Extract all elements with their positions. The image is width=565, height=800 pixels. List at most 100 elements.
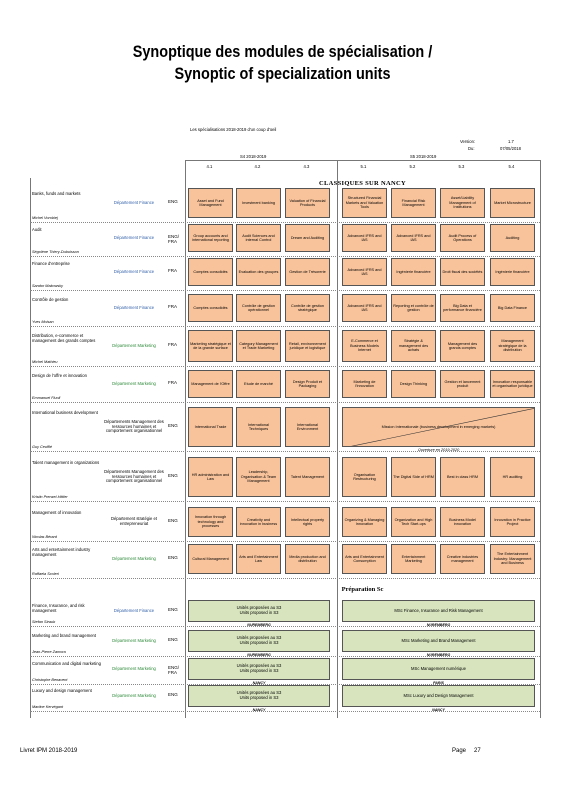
department: Département Finance <box>113 268 155 274</box>
coordinator: Stefan Straub <box>32 620 56 624</box>
row-separator <box>30 684 540 685</box>
module-cell: Contrôle de gestion opérationnel <box>236 294 281 322</box>
block-line: Units proposed in S3 <box>239 668 279 673</box>
department: Département Marketing <box>112 555 156 561</box>
department: Départements Management des ressources h… <box>104 418 164 434</box>
module-cell: Audit Sciences and internal Control <box>236 224 281 252</box>
module-cell: Arts and Entertainment Law <box>236 544 281 574</box>
language: ENG <box>168 473 178 478</box>
module-cell: Management des grands comptes <box>440 330 485 362</box>
page-label: Page <box>452 748 467 754</box>
column-code: 5.3 <box>458 164 465 169</box>
coordinator: Michel Mathieu <box>32 360 58 364</box>
department: Départements Management des ressources h… <box>104 468 164 484</box>
module-cell: Media production and distribution <box>285 544 330 574</box>
module-cell: Marketing de l'innovation <box>342 370 387 398</box>
module-block: Mission Internationale (business develop… <box>342 407 535 447</box>
row-separator <box>30 222 540 223</box>
row-separator <box>30 366 540 367</box>
module-block: Unités proposées au S3 Units proposed in … <box>188 600 330 622</box>
module-cell: Advanced IFRS and IAS <box>342 258 387 286</box>
module-cell: HR administration and Law <box>188 457 233 497</box>
language: FRA <box>168 268 177 273</box>
language: ENG <box>168 692 178 697</box>
column-code: 5.2 <box>409 164 416 169</box>
title-fr: Synoptique des modules de spécialisation… <box>132 42 433 61</box>
language: FRA <box>168 342 177 347</box>
city: NUREMBERG <box>426 622 451 627</box>
module-cell: Group accounts and international reporti… <box>188 224 233 252</box>
module-cell: Innovation in Practice Project <box>490 507 535 537</box>
module-cell: Contrôle de gestion stratégique <box>285 294 330 322</box>
language: ENG <box>168 555 178 560</box>
module-cell: Stratégie & management des achats <box>391 330 436 362</box>
module-cell: Asset and Fund Management <box>188 188 233 218</box>
module-cell: E-Commerce et Business Models Internet <box>342 330 387 362</box>
module-cell: Valuation of Financial Products <box>285 188 330 218</box>
specialization-name: Banks, funds and markets <box>32 191 81 196</box>
module-cell: Reporting et contrôle de gestion <box>391 294 436 322</box>
row-separator <box>30 451 540 452</box>
department: Département Finance <box>113 304 155 310</box>
section-header: Préparation Sc <box>341 586 384 593</box>
department: Département Finance <box>113 234 155 240</box>
module-cell: Etude de marché <box>236 370 281 398</box>
block-line: Units proposed in S3 <box>239 695 279 700</box>
coordinator: Raffaela Scoleri <box>32 572 59 576</box>
module-cell: Retail, environnement juridique et logis… <box>285 330 330 362</box>
row-separator <box>30 501 540 502</box>
module-cell: Ingénierie financière <box>490 258 535 286</box>
module-cell: Cultural Management <box>188 544 233 574</box>
block-line: Unités proposées au S3 <box>236 663 282 669</box>
coordinator: Nicolas Bérard <box>32 535 57 539</box>
block-line: MSc Management numérique <box>411 665 466 671</box>
coordinator: Martine Kervégant <box>32 705 64 709</box>
coordinator: Michel Vorobiej <box>32 216 58 220</box>
version-label: Version: <box>460 139 476 144</box>
module-cell: Best in class HRM <box>440 457 485 497</box>
module-cell: Audit Process of Operations <box>440 224 485 252</box>
language: ENG/ FRA <box>168 665 180 676</box>
module-cell: Auditing <box>490 224 535 252</box>
module-cell: Marketing stratégique et de la grande su… <box>188 330 233 362</box>
city: NANCY <box>252 707 266 712</box>
language: FRA <box>168 304 177 309</box>
date-label: Du: <box>468 146 475 151</box>
module-cell: Management de l'Offre <box>188 370 233 398</box>
table-border <box>540 160 541 718</box>
module-cell: The Entertainment Industry: Management a… <box>490 544 535 574</box>
row-separator <box>30 326 540 327</box>
row-separator <box>30 626 540 627</box>
module-cell: Ingénierie financière <box>391 258 436 286</box>
date: 07/05/2018 <box>500 146 521 151</box>
coordinator: Emmanuel Fluoll <box>32 396 61 400</box>
block-line: Unités proposées au S3 <box>236 690 282 696</box>
module-block: MSc Management numérique <box>342 658 535 680</box>
language: FRA <box>168 380 177 385</box>
language: ENG <box>168 518 178 523</box>
caption: Les spécialisations 2018-2019 d'un coup … <box>190 127 277 132</box>
specialization-name: Talent management in organizations <box>32 460 100 465</box>
module-cell: Innovation responsable et organisation j… <box>490 370 535 398</box>
module-cell: Market Microstructure <box>490 188 535 218</box>
semester: S5 2018-2019 <box>410 154 437 159</box>
row-separator <box>30 711 540 712</box>
module-block: MSc Luxury and Design Management <box>342 685 535 707</box>
department: Département Finance <box>113 607 155 613</box>
specialization-name: Communication and digital marketing <box>32 661 101 666</box>
coordinator: Jean-Pierre Zamora <box>32 650 66 654</box>
department: Département stratégie et entrepreneuriat <box>110 516 158 526</box>
module-cell: The Digital Side of HRM <box>391 457 436 497</box>
module-cell: Evaluation des groupes <box>236 258 281 286</box>
specialization-name: Management of innovation <box>32 510 82 515</box>
module-cell: International Trade <box>188 407 233 447</box>
module-block: Unités proposées au S3 Units proposed in … <box>188 630 330 652</box>
module-cell: Creative industries management <box>440 544 485 574</box>
module-cell: Design Produit et Packaging <box>285 370 330 398</box>
module-cell: Organizing & Managing Innovation <box>342 507 387 537</box>
table-border <box>185 160 186 718</box>
footer-left: Livret IPM 2018-2019 <box>20 748 78 754</box>
version: 1.7 <box>508 139 514 144</box>
city: NANCY <box>432 707 445 712</box>
